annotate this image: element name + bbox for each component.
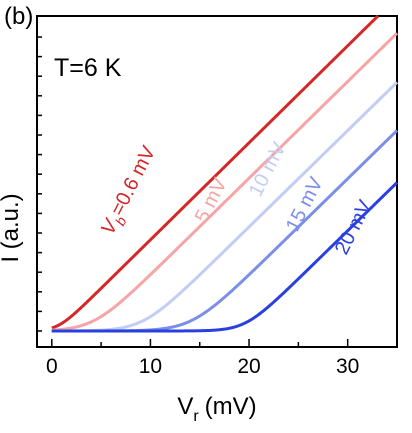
- series-line-2: [51, 81, 399, 333]
- series-curves: [51, 14, 399, 333]
- x-axis-title-unit: (mV): [205, 393, 257, 420]
- series-label-4: 20 mV: [331, 196, 377, 258]
- x-tick-label: 10: [139, 355, 162, 378]
- y-axis-ticks: [37, 36, 42, 332]
- series-line-4: [51, 181, 399, 333]
- x-tick-label: 0: [46, 355, 58, 378]
- plot-frame: [36, 15, 398, 348]
- y-axis-title: I (a.u.): [0, 193, 24, 262]
- x-axis-title-subscript: r: [193, 408, 199, 425]
- x-axis-title: Vr (mV): [177, 393, 256, 425]
- x-tick-label: 30: [336, 355, 359, 378]
- x-axis-ticks: 0 10 20 30: [46, 339, 398, 378]
- x-axis-title-main: V: [177, 393, 193, 420]
- series-label-0: Vb=0.6 mV: [97, 142, 164, 240]
- panel-label: (b): [4, 3, 33, 30]
- series-line-0: [51, 14, 380, 330]
- series-line-1: [51, 32, 399, 332]
- x-tick-label: 20: [237, 355, 260, 378]
- temperature-annotation: T=6 K: [54, 54, 122, 82]
